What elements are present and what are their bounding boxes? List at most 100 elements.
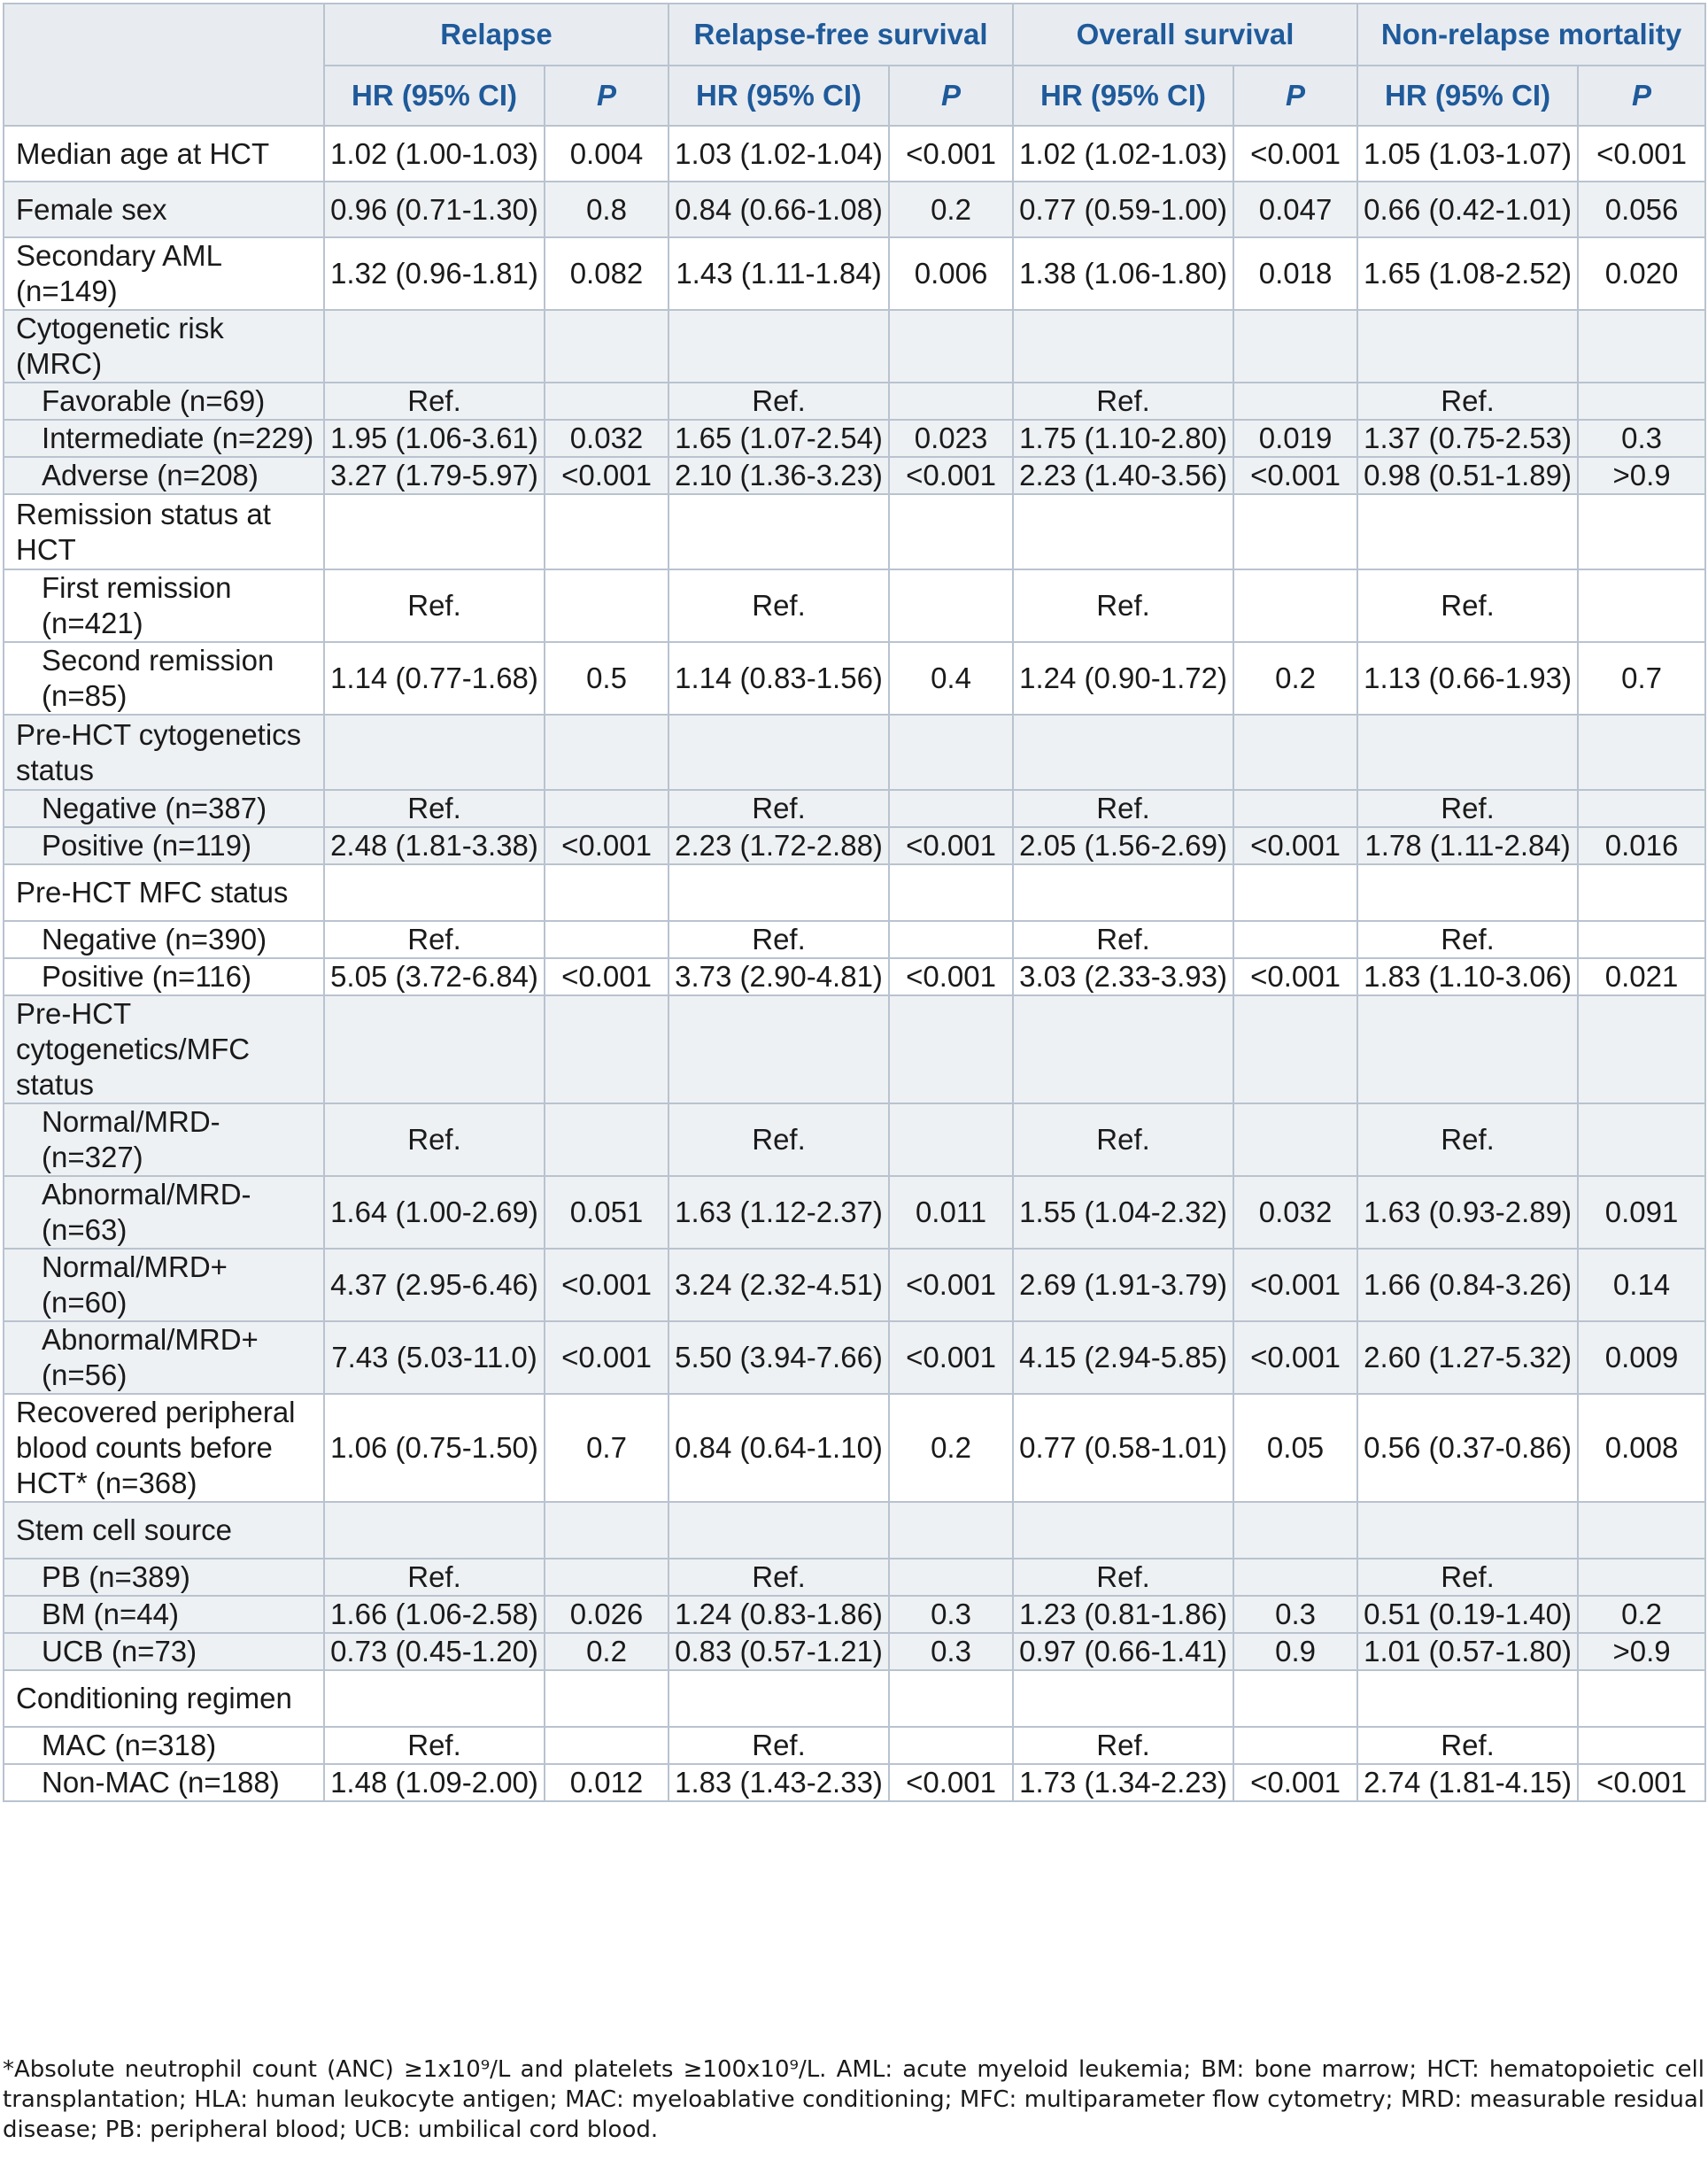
- hr-ci-cell: Ref.: [1356, 569, 1580, 643]
- hr-ci-cell: 0.96 (0.71-1.30): [323, 181, 545, 238]
- p-value-cell: [543, 1669, 670, 1728]
- header-group-row: Relapse Relapse-free survival Overall su…: [3, 3, 1707, 127]
- hr-ci-cell: [668, 994, 891, 1104]
- hr-ci-cell: Ref.: [668, 920, 891, 959]
- row-label: Recovered peripheral blood counts before…: [3, 1393, 325, 1503]
- p-value-cell: <0.001: [543, 957, 670, 996]
- hr-ci-cell: Ref.: [323, 1726, 545, 1765]
- p-value-cell: 0.4: [888, 641, 1015, 716]
- table-row: MAC (n=318) Ref. Ref. Ref. Ref.: [3, 1726, 1707, 1765]
- table-row: Recovered peripheral blood counts before…: [3, 1393, 1707, 1503]
- row-label: Negative (n=387): [3, 789, 325, 828]
- p-value-cell: <0.001: [1233, 957, 1359, 996]
- p-value-cell: [543, 1726, 670, 1765]
- p-value-cell: [1233, 309, 1359, 383]
- hr-ci-cell: 1.23 (0.81-1.86): [1012, 1595, 1235, 1634]
- p-value-cell: [543, 309, 670, 383]
- p-value-cell: [543, 382, 670, 421]
- table-row: Positive (n=116) 5.05 (3.72-6.84) <0.001 3.…: [3, 957, 1707, 996]
- row-label: Pre-HCT cytogenetics status: [3, 714, 325, 791]
- header-p-label: P: [941, 79, 962, 112]
- p-value-cell: [888, 1669, 1015, 1728]
- p-value-cell: 0.2: [543, 1632, 670, 1671]
- table-row: Negative (n=387) Ref. Ref. Ref. Ref.: [3, 789, 1707, 828]
- hr-ci-cell: 1.65 (1.07-2.54): [668, 419, 891, 458]
- p-value-cell: [1233, 714, 1359, 791]
- table-row: UCB (n=73) 0.73 (0.45-1.20) 0.2 0.83 (0.57-…: [3, 1632, 1707, 1671]
- row-label: Positive (n=116): [3, 957, 325, 996]
- p-value-cell: [543, 493, 670, 570]
- table-row: Secondary AML (n=149) 1.32 (0.96-1.81) 0.0…: [3, 236, 1707, 311]
- table-row-group: Cytogenetic risk (MRC) Favorable (n=69) Re…: [3, 309, 1707, 495]
- header-p-value: P: [1577, 65, 1707, 127]
- hr-ci-cell: 0.98 (0.51-1.89): [1356, 456, 1580, 495]
- p-value-cell: [888, 382, 1015, 421]
- header-hr-ci: HR (95% CI): [1012, 65, 1235, 127]
- hr-ci-cell: Ref.: [668, 1103, 891, 1177]
- results-table: Relapse Relapse-free survival Overall su…: [3, 3, 1707, 1802]
- hr-ci-cell: 1.65 (1.08-2.52): [1356, 236, 1580, 311]
- row-label: Adverse (n=208): [3, 456, 325, 495]
- p-value-cell: >0.9: [1577, 456, 1707, 495]
- hr-ci-cell: 0.97 (0.66-1.41): [1012, 1632, 1235, 1671]
- row-label: Normal/MRD+ (n=60): [3, 1248, 325, 1322]
- table-row: Pre-HCT cytogenetics status: [3, 714, 1707, 791]
- hr-ci-cell: 1.02 (1.00-1.03): [323, 125, 545, 182]
- hr-ci-cell: 1.78 (1.11-2.84): [1356, 826, 1580, 865]
- hr-ci-cell: Ref.: [1356, 1726, 1580, 1765]
- hr-ci-cell: [1356, 714, 1580, 791]
- table-row-group: Stem cell source PB (n=389) Ref. Ref. Ref. Re…: [3, 1501, 1707, 1671]
- p-value-cell: [1233, 1103, 1359, 1177]
- row-label: Conditioning regimen: [3, 1669, 325, 1728]
- header-non-relapse-mortality: Non-relapse mortality: [1356, 3, 1707, 66]
- p-value-cell: [543, 1558, 670, 1597]
- p-value-cell: 0.019: [1233, 419, 1359, 458]
- p-value-cell: [888, 309, 1015, 383]
- p-value-cell: [888, 569, 1015, 643]
- p-value-cell: 0.023: [888, 419, 1015, 458]
- header-p-value: P: [888, 65, 1015, 127]
- hr-ci-cell: 5.05 (3.72-6.84): [323, 957, 545, 996]
- p-value-cell: [888, 1558, 1015, 1597]
- p-value-cell: <0.001: [543, 456, 670, 495]
- p-value-cell: 0.021: [1577, 957, 1707, 996]
- hr-ci-cell: 1.32 (0.96-1.81): [323, 236, 545, 311]
- row-label: Median age at HCT: [3, 125, 325, 182]
- hr-ci-cell: 1.64 (1.00-2.69): [323, 1175, 545, 1250]
- hr-ci-cell: 2.10 (1.36-3.23): [668, 456, 891, 495]
- hr-ci-cell: Ref.: [1356, 382, 1580, 421]
- p-value-cell: [1577, 789, 1707, 828]
- hr-ci-cell: [1356, 994, 1580, 1104]
- table-row: First remission (n=421) Ref. Ref. Ref. Ref.: [3, 569, 1707, 643]
- hr-ci-cell: [323, 714, 545, 791]
- p-value-cell: <0.001: [1233, 1248, 1359, 1322]
- hr-ci-cell: [668, 309, 891, 383]
- p-value-cell: <0.001: [543, 826, 670, 865]
- p-value-cell: 0.011: [888, 1175, 1015, 1250]
- hr-ci-cell: 1.24 (0.90-1.72): [1012, 641, 1235, 716]
- p-value-cell: [1233, 1501, 1359, 1559]
- table-row: Remission status at HCT: [3, 493, 1707, 570]
- p-value-cell: 0.8: [543, 181, 670, 238]
- hr-ci-cell: [1356, 309, 1580, 383]
- hr-ci-cell: 1.43 (1.11-1.84): [668, 236, 891, 311]
- hr-ci-cell: Ref.: [668, 1558, 891, 1597]
- p-value-cell: 0.9: [1233, 1632, 1359, 1671]
- hr-ci-cell: 1.83 (1.10-3.06): [1356, 957, 1580, 996]
- p-value-cell: [1577, 569, 1707, 643]
- p-value-cell: [543, 789, 670, 828]
- p-value-cell: 0.05: [1233, 1393, 1359, 1503]
- p-value-cell: 0.012: [543, 1763, 670, 1802]
- hr-ci-cell: 0.77 (0.59-1.00): [1012, 181, 1235, 238]
- header-hr-ci: HR (95% CI): [1356, 65, 1580, 127]
- table-row: Favorable (n=69) Ref. Ref. Ref. Ref.: [3, 382, 1707, 421]
- hr-ci-cell: 0.77 (0.58-1.01): [1012, 1393, 1235, 1503]
- row-label: Intermediate (n=229): [3, 419, 325, 458]
- p-value-cell: [1233, 1726, 1359, 1765]
- hr-ci-cell: 1.37 (0.75-2.53): [1356, 419, 1580, 458]
- row-label: Stem cell source: [3, 1501, 325, 1559]
- p-value-cell: [888, 920, 1015, 959]
- p-value-cell: <0.001: [1233, 125, 1359, 182]
- p-value-cell: [543, 569, 670, 643]
- row-label: Favorable (n=69): [3, 382, 325, 421]
